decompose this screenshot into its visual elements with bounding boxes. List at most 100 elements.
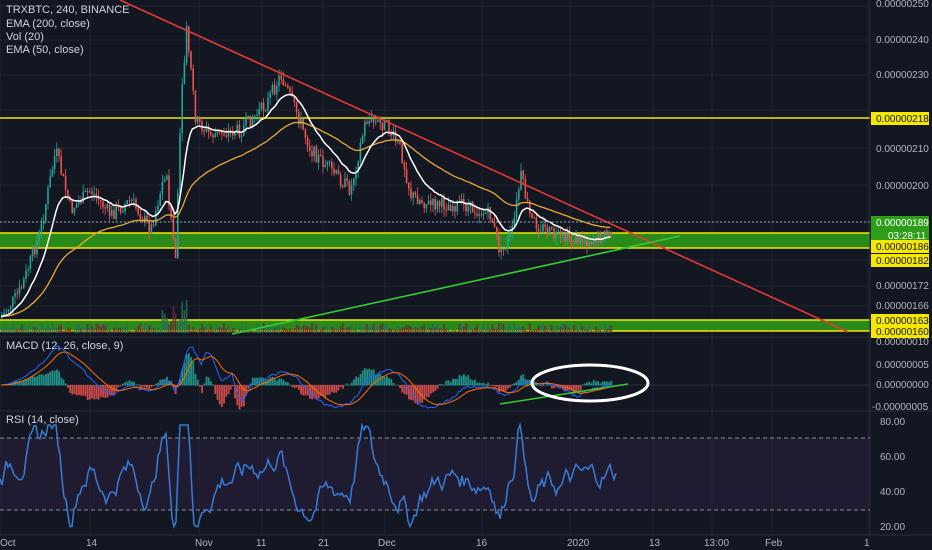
volume-bar: [364, 324, 366, 333]
ascending-trendline[interactable]: [231, 235, 681, 335]
macd-histogram-bar: [603, 381, 606, 386]
volume-bar: [47, 325, 49, 333]
candle-body: [1, 316, 3, 318]
volume-bar: [71, 330, 73, 333]
candle-body: [335, 170, 337, 174]
candle-body: [29, 256, 32, 270]
volume-bar: [412, 329, 414, 333]
macd-histogram-bar: [313, 385, 316, 399]
descending-trendline[interactable]: [119, 0, 849, 333]
macd-histogram-bar: [258, 377, 261, 386]
macd-histogram-bar: [293, 385, 296, 389]
volume-bar: [192, 326, 194, 333]
time-axis[interactable]: Oct 14 Nov 11 21 Dec 16 2020 13 13:00 Fe…: [0, 538, 870, 549]
volume-bar: [553, 329, 555, 333]
candle-body: [412, 192, 414, 199]
macd-histogram-bar: [324, 385, 327, 398]
macd-histogram-bar: [529, 379, 531, 386]
candle-body: [515, 199, 518, 218]
candle-body: [102, 201, 104, 208]
candle-body: [313, 146, 315, 157]
macd-histogram-bar: [84, 385, 87, 397]
macd-histogram-bar: [188, 353, 190, 386]
volume-bar: [579, 323, 582, 333]
candle-body: [152, 224, 155, 226]
candle-body: [207, 127, 210, 132]
candle-body: [133, 199, 135, 201]
volume-bar: [53, 327, 56, 333]
candle-body: [100, 200, 102, 202]
candle-body: [225, 135, 227, 137]
volume-bar: [58, 325, 60, 333]
macd-histogram-bar: [225, 385, 228, 397]
candle-body: [476, 213, 478, 216]
volume-bar: [73, 330, 76, 333]
candle-body: [282, 79, 285, 86]
candle-body: [357, 161, 359, 172]
volume-bar: [9, 327, 12, 333]
volume-bar: [372, 323, 375, 333]
rsi-band-fill: [0, 438, 870, 510]
macd-histogram-bar: [16, 381, 19, 386]
volume-bar: [456, 330, 458, 333]
candle-body: [526, 198, 529, 202]
volume-bar: [370, 325, 373, 333]
level-tag: 0.00000218: [876, 114, 929, 125]
candle-body: [71, 200, 73, 213]
candle-body: [570, 240, 573, 242]
candle-body: [575, 235, 577, 245]
macd-histogram-bar: [445, 380, 448, 386]
volume-bar: [31, 325, 34, 333]
macd-axis-label: 0.00000000: [876, 380, 929, 391]
candle-body: [588, 242, 590, 247]
volume-bar: [493, 328, 496, 333]
volume-bar: [232, 328, 234, 333]
macd-histogram-bar: [337, 385, 340, 391]
candle-body: [410, 188, 412, 199]
candle-body: [350, 185, 353, 195]
macd-histogram-bar: [403, 385, 406, 395]
macd-histogram-bar: [183, 362, 186, 386]
candle-body: [146, 215, 148, 222]
volume-bar: [502, 323, 505, 333]
candle-body: [315, 146, 318, 163]
volume-bar: [287, 329, 289, 333]
macd-histogram-bar: [86, 385, 89, 401]
candle-body: [130, 199, 133, 201]
volume-bar: [249, 329, 252, 333]
volume-bar: [97, 324, 100, 333]
price-axis[interactable]: 0.00000250 0.00000240 0.00000230 0.00000…: [871, 0, 929, 533]
candle-body: [581, 236, 584, 243]
macd-histogram-bar: [471, 380, 474, 386]
macd-histogram-bar: [331, 385, 333, 392]
candle-body: [60, 156, 62, 174]
candle-body: [546, 227, 549, 235]
volume-bar: [218, 327, 221, 333]
volume-bar: [575, 324, 577, 333]
macd-histogram-bar: [522, 374, 525, 386]
time-tick-label: 11: [256, 538, 267, 549]
macd-histogram-bar: [232, 385, 234, 387]
macd-histogram-bar: [269, 377, 272, 386]
level-tag-bg: [871, 112, 929, 125]
volume-bar: [469, 329, 472, 333]
candle-body: [328, 161, 331, 163]
macd-histogram-bar: [82, 385, 85, 396]
volume-bar: [559, 327, 562, 333]
volume-bar: [368, 326, 370, 333]
volume-bar: [447, 327, 450, 333]
macd-histogram-bar: [146, 385, 148, 389]
volume-bar: [524, 328, 527, 333]
volume-bar: [388, 328, 390, 333]
candle-body: [568, 233, 571, 241]
macd-histogram-bar: [40, 374, 43, 386]
macd-histogram-bar: [370, 369, 373, 386]
candle-body: [331, 161, 333, 169]
macd-histogram-bar: [100, 385, 102, 397]
macd-histogram-bar: [267, 379, 269, 386]
volume-bar: [267, 327, 269, 333]
indicator-ema200-label: EMA (200, close): [6, 18, 90, 30]
volume-bar: [366, 324, 368, 333]
candle-body: [122, 211, 124, 213]
